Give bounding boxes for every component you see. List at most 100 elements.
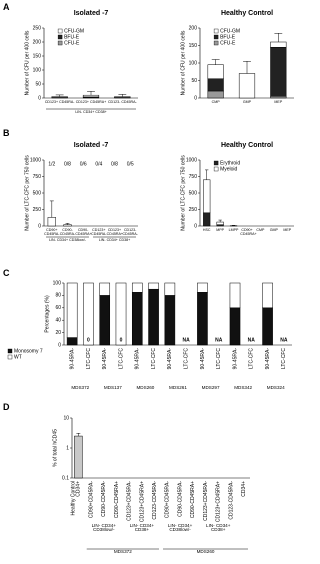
value-label: NA <box>215 337 223 343</box>
x-tick-label: LTC-CFC <box>183 348 189 369</box>
x-tick-label: CD123- CD45RA- <box>107 100 137 104</box>
x-tick-label: CD123+ CD45RA+ <box>106 228 123 237</box>
x-tick-label: LTC-CFC <box>86 348 92 369</box>
error-bar <box>211 59 220 65</box>
x-tick-label: CD123-CD45RA- <box>152 481 158 520</box>
x-tick-label: 90-45RA- <box>200 348 206 370</box>
x-tick-label: CD90+ CD45RA+ <box>240 228 257 237</box>
legend-label: BFU-E <box>220 34 236 40</box>
legend-swatch <box>7 348 13 354</box>
y-tick-label: 150 <box>189 43 198 49</box>
bar <box>203 179 211 214</box>
bar <box>66 337 78 346</box>
chart-title: Healthy Control <box>220 10 274 17</box>
group-label: LIN- CD34+ CD38+ <box>75 110 107 114</box>
error-bar <box>87 91 95 96</box>
panel-label: D <box>3 402 10 412</box>
legend-label: Myeloid <box>220 166 237 172</box>
error-bar <box>76 433 81 437</box>
group-label: LIN- CD34+ CD38+ <box>98 238 131 242</box>
legend-swatch <box>57 34 63 40</box>
legend-swatch <box>213 160 219 166</box>
legend-label: Erythroid <box>220 160 240 166</box>
error-bar <box>274 33 283 42</box>
x-tick-label: MEP <box>274 100 283 104</box>
legend-label: WT <box>14 354 22 360</box>
legend-label: CFU-E <box>220 40 236 46</box>
y-tick-label: 0 <box>38 95 41 101</box>
bar <box>83 282 94 346</box>
error-bar <box>243 61 251 74</box>
x-tick-label: LTC-CFC <box>281 348 287 369</box>
bar <box>148 282 159 290</box>
x-tick-label: 90-45RA- <box>232 348 238 370</box>
y-tick-label: 1 <box>66 445 69 451</box>
panel-label: A <box>3 2 10 12</box>
error-bar <box>218 219 222 223</box>
y-tick-label: 100 <box>189 60 198 66</box>
y-tick-label: 80 <box>55 293 61 299</box>
y-tick-label: 100 <box>53 280 62 286</box>
y-tick-label: 20 <box>55 330 61 336</box>
group-label: LIN- CD34+ CD38low/- <box>91 523 116 533</box>
x-tick-label: CMP <box>211 100 220 104</box>
value-label: 0 <box>120 337 123 343</box>
y-tick-label: 250 <box>189 207 198 213</box>
legend-swatch <box>7 354 13 360</box>
annotation: 0/8 <box>64 161 71 167</box>
x-tick-label: CD123+ CD45RA+ <box>75 100 107 104</box>
bar <box>164 295 176 346</box>
y-tick-label: 500 <box>33 190 42 196</box>
group-label: LIN- CD34+ CD38low/- <box>49 238 86 242</box>
bar <box>148 288 159 346</box>
x-tick-label: MEP <box>283 228 292 232</box>
y-tick-label: 200 <box>189 25 198 31</box>
error-bar <box>118 94 127 97</box>
group-label: MDS137 <box>103 385 122 390</box>
annotation: 0/4 <box>95 161 102 167</box>
legend-swatch <box>213 166 219 172</box>
y-tick-label: 750 <box>189 174 198 180</box>
x-tick-label: LTC-CFC <box>151 348 157 369</box>
bar <box>238 73 256 99</box>
value-label: NA <box>248 337 256 343</box>
bar <box>51 96 68 98</box>
group-label: MDS261 <box>169 385 187 390</box>
x-tick-label: CD123- CD45RA- <box>122 228 138 237</box>
legend-swatch <box>57 40 63 46</box>
legend-swatch <box>213 34 219 40</box>
y-tick-label: 10 <box>63 415 69 421</box>
bar <box>197 282 208 293</box>
x-tick-label: CD123+CD45RA+ <box>216 481 222 522</box>
y-tick-label: 0 <box>194 95 197 101</box>
y-axis-label: Percentages (%) <box>44 295 50 333</box>
bar <box>207 90 224 99</box>
y-tick-label: 100 <box>33 67 42 73</box>
x-tick-label: CD34+ <box>241 481 247 497</box>
y-tick-label: 750 <box>33 174 42 180</box>
error-bar <box>49 200 54 218</box>
bar <box>262 282 273 309</box>
x-tick-label: 90-45RA- <box>135 348 141 370</box>
y-tick-label: 50 <box>191 78 197 84</box>
y-axis-label: Number of LTC-CFC per 750 cells <box>24 155 30 231</box>
x-tick-label: 90-45RA- <box>265 348 271 370</box>
bar <box>82 94 100 98</box>
error-bar <box>65 223 70 225</box>
annotation: 1/2 <box>48 161 55 167</box>
x-tick-label: CD34+ <box>76 481 82 497</box>
x-tick-label: CD90+ CD45RA- <box>44 228 60 237</box>
x-tick-label: CD90-CD45RA+ <box>190 481 196 518</box>
bar <box>114 96 131 98</box>
y-tick-label: 250 <box>33 207 42 213</box>
x-tick-label: CD90- CD45RA- <box>59 228 76 237</box>
y-tick-label: 60 <box>55 305 61 311</box>
legend-label: BFU-E <box>64 34 80 40</box>
bar <box>131 282 143 293</box>
x-tick-label: 90-45RA- <box>167 348 173 370</box>
y-axis-label: Number of LTC-CFC per 750 cells <box>180 155 186 231</box>
x-tick-label: LTC-CFC <box>249 348 255 369</box>
bar <box>99 282 111 296</box>
group-label: MDS260 <box>196 549 215 554</box>
